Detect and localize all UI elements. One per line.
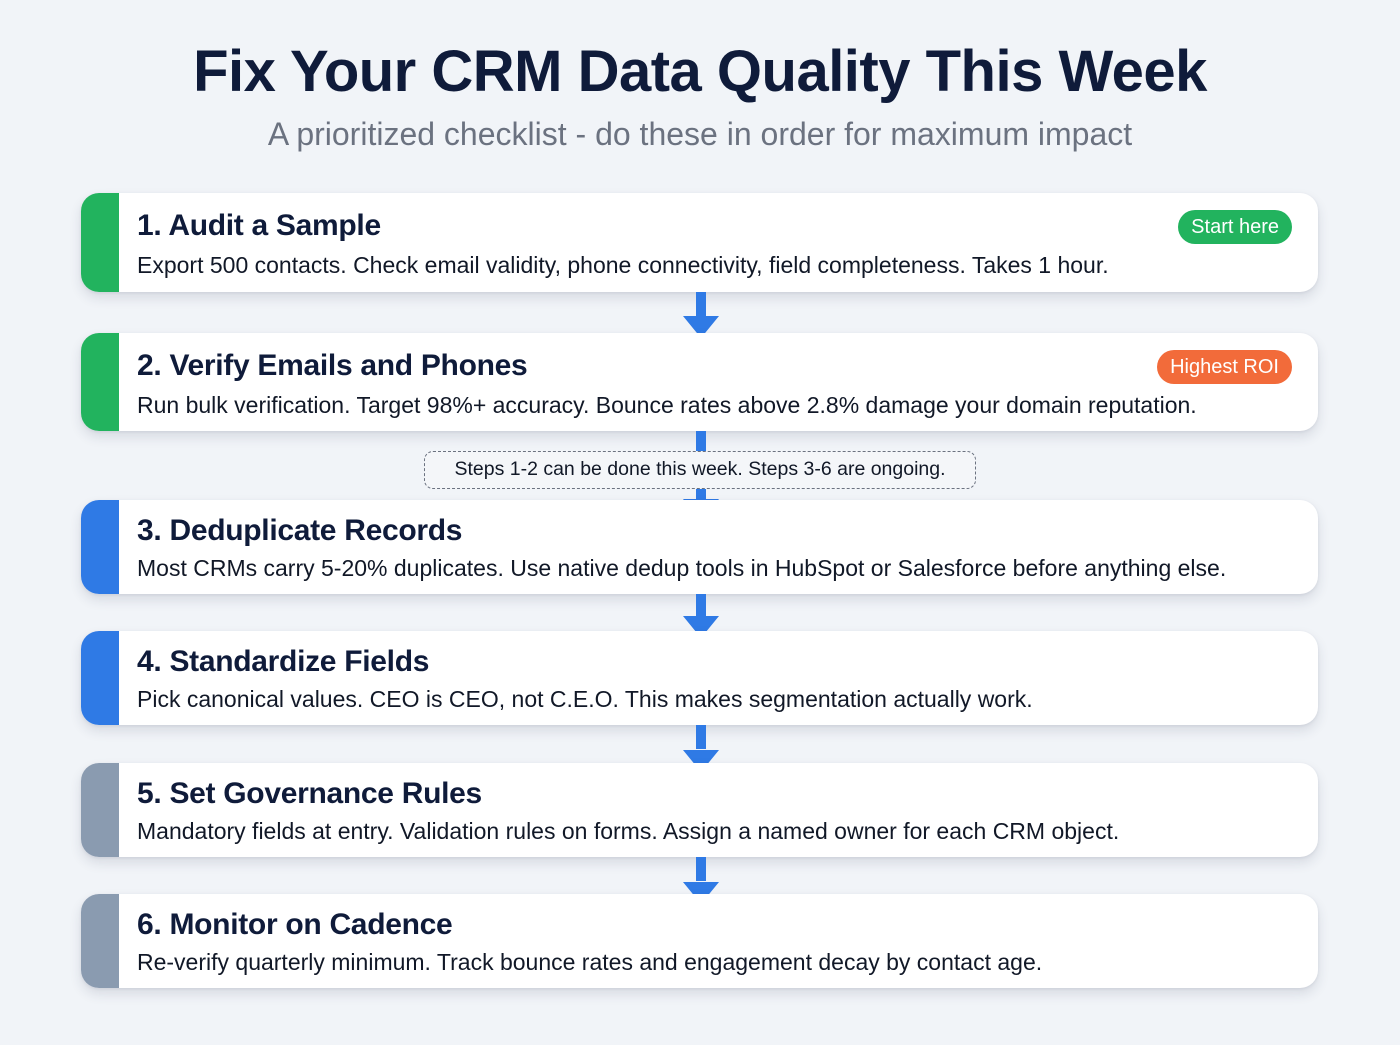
- step-title: 3. Deduplicate Records: [137, 514, 463, 547]
- step-description: Pick canonical values. CEO is CEO, not C…: [137, 686, 1033, 712]
- page-title: Fix Your CRM Data Quality This Week: [193, 39, 1207, 104]
- step-card-2: 2. Verify Emails and Phones Run bulk ver…: [81, 333, 1318, 431]
- step-accent-bar: [81, 763, 119, 857]
- step-accent-bar: [81, 500, 119, 594]
- step-accent-bar: [81, 333, 119, 431]
- step-description: Export 500 contacts. Check email validit…: [137, 252, 1109, 278]
- step-description: Most CRMs carry 5-20% duplicates. Use na…: [137, 555, 1227, 581]
- step-card-4: 4. Standardize Fields Pick canonical val…: [81, 631, 1318, 725]
- step-accent-bar: [81, 631, 119, 725]
- step-title: 5. Set Governance Rules: [137, 777, 482, 810]
- step-description: Run bulk verification. Target 98%+ accur…: [137, 392, 1197, 418]
- step-title: 1. Audit a Sample: [137, 209, 381, 242]
- step-accent-bar: [81, 193, 119, 292]
- step-title: 4. Standardize Fields: [137, 645, 430, 678]
- step-title: 6. Monitor on Cadence: [137, 908, 453, 941]
- step-accent-bar: [81, 894, 119, 988]
- step-description: Mandatory fields at entry. Validation ru…: [137, 818, 1120, 844]
- step-card-1: 1. Audit a Sample Export 500 contacts. C…: [81, 193, 1318, 292]
- step-card-5: 5. Set Governance Rules Mandatory fields…: [81, 763, 1318, 857]
- step-title: 2. Verify Emails and Phones: [137, 349, 528, 382]
- arrow-down-icon: [683, 292, 719, 342]
- step-card-3: 3. Deduplicate Records Most CRMs carry 5…: [81, 500, 1318, 594]
- step-card-6: 6. Monitor on Cadence Re-verify quarterl…: [81, 894, 1318, 988]
- timeline-note: Steps 1-2 can be done this week. Steps 3…: [424, 451, 976, 489]
- start-here-badge: Start here: [1178, 210, 1292, 244]
- step-description: Re-verify quarterly minimum. Track bounc…: [137, 949, 1043, 975]
- highest-roi-badge: Highest ROI: [1157, 350, 1292, 384]
- page-subtitle: A prioritized checklist - do these in or…: [267, 116, 1133, 152]
